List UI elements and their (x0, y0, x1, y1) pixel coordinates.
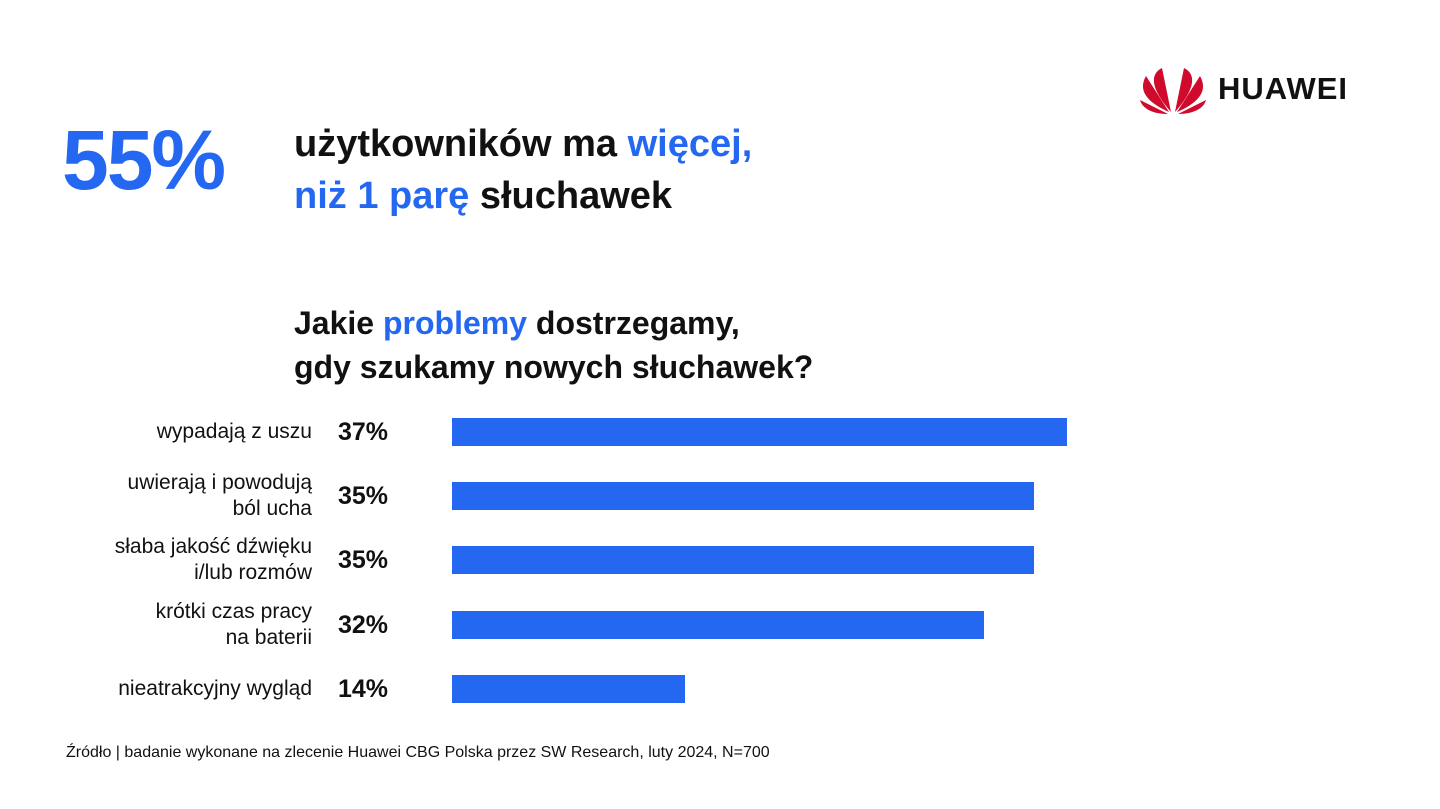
bar-value-label: 37% (338, 417, 389, 446)
bar-category-label-line: krótki czas pracy (155, 600, 312, 623)
logo-text: HUAWEI (1218, 71, 1348, 106)
huawei-logo: HUAWEI (1140, 64, 1348, 114)
bar-row: wypadają z uszu 37% (0, 402, 1440, 462)
bar-row: nieatrakcyjny wygląd 14% (0, 659, 1440, 719)
bar-category-label-line: nieatrakcyjny wygląd (118, 677, 312, 700)
bar-value-label: 14% (338, 674, 389, 703)
headline-line-2: niż 1 parę słuchawek (294, 170, 752, 222)
bar-category-label: wypadają z uszu (12, 402, 312, 462)
bar-value-label: 35% (338, 481, 389, 510)
headline-highlight: niż 1 parę (294, 175, 470, 217)
question-text: dostrzegamy, (527, 305, 740, 341)
bar-value-label: 32% (338, 610, 389, 639)
question-text: Jakie (294, 305, 383, 341)
bar-category-label: słaba jakość dźwięku i/lub rozmów (12, 530, 312, 590)
bar-category-label: uwierają i powodują ból ucha (12, 466, 312, 526)
bar-category-label-line: na baterii (225, 626, 312, 649)
question-highlight: problemy (382, 305, 527, 341)
bar-row: słaba jakość dźwięku i/lub rozmów 35% (0, 530, 1440, 590)
headline-text: użytkowników ma (294, 123, 628, 165)
huawei-flower-icon (1140, 68, 1206, 114)
bar (452, 611, 984, 639)
source-note: Źródło | badanie wykonane na zlecenie Hu… (66, 744, 770, 761)
question-line-2: gdy szukamy nowych słuchawek? (294, 349, 814, 385)
bar-row: krótki czas pracy na baterii 32% (0, 595, 1440, 655)
headline-highlight: więcej, (627, 123, 753, 165)
bar-row: uwierają i powodują ból ucha 35% (0, 466, 1440, 526)
bar-category-label: nieatrakcyjny wygląd (12, 659, 312, 719)
bar-value-label: 35% (338, 545, 389, 574)
bar (452, 418, 1067, 446)
bar (452, 546, 1034, 574)
bar-category-label-line: wypadają z uszu (156, 420, 312, 443)
bar-category-label-line: ból ucha (232, 497, 312, 520)
chart-question: Jakie problemy dostrzegamy, gdy szukamy … (294, 301, 813, 389)
bar (452, 482, 1034, 510)
question-line-1: Jakie problemy dostrzegamy, (294, 301, 813, 345)
bar-category-label-line: słaba jakość dźwięku (114, 535, 312, 558)
headline-text: słuchawek (469, 175, 673, 217)
bar-category-label-line: i/lub rozmów (194, 561, 312, 584)
bar-category-label: krótki czas pracy na baterii (12, 595, 312, 655)
bar-category-label-line: uwierają i powodują (127, 471, 312, 494)
headline: użytkowników ma więcej, niż 1 parę słuch… (294, 118, 752, 222)
bar (452, 675, 685, 703)
headline-line-1: użytkowników ma więcej, (294, 118, 752, 170)
headline-stat: 55% (62, 113, 226, 207)
